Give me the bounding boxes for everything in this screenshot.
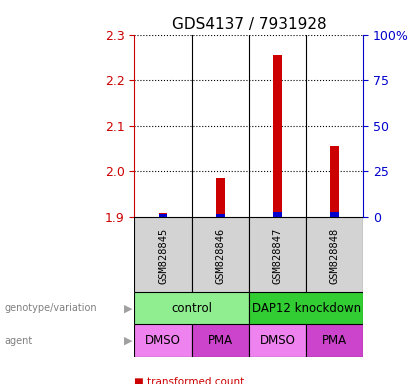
- Text: DAP12 knockdown: DAP12 knockdown: [252, 302, 361, 314]
- Bar: [273, 212, 282, 217]
- Text: GSM828845: GSM828845: [158, 228, 168, 284]
- Bar: [249, 324, 306, 357]
- Bar: [216, 214, 225, 217]
- Text: GSM828848: GSM828848: [330, 228, 340, 284]
- Bar: [192, 324, 249, 357]
- Bar: [249, 292, 363, 324]
- Bar: [216, 178, 225, 217]
- Bar: [249, 217, 306, 292]
- Text: ■ transformed count: ■ transformed count: [134, 377, 244, 384]
- Text: control: control: [171, 302, 212, 314]
- Text: PMA: PMA: [322, 334, 347, 347]
- Text: genotype/variation: genotype/variation: [4, 303, 97, 313]
- Bar: [134, 217, 192, 292]
- Bar: [159, 214, 167, 217]
- Title: GDS4137 / 7931928: GDS4137 / 7931928: [171, 17, 326, 32]
- Bar: [192, 217, 249, 292]
- Text: ▶: ▶: [124, 303, 132, 313]
- Bar: [134, 292, 249, 324]
- Bar: [134, 324, 192, 357]
- Bar: [306, 324, 363, 357]
- Bar: [331, 212, 339, 217]
- Bar: [306, 217, 363, 292]
- Text: DMSO: DMSO: [145, 334, 181, 347]
- Text: agent: agent: [4, 336, 32, 346]
- Text: GSM828846: GSM828846: [215, 228, 225, 284]
- Text: DMSO: DMSO: [260, 334, 295, 347]
- Text: PMA: PMA: [207, 334, 233, 347]
- Text: GSM828847: GSM828847: [273, 228, 283, 284]
- Bar: [273, 55, 282, 217]
- Bar: [331, 146, 339, 217]
- Text: ▶: ▶: [124, 336, 132, 346]
- Bar: [159, 214, 167, 217]
